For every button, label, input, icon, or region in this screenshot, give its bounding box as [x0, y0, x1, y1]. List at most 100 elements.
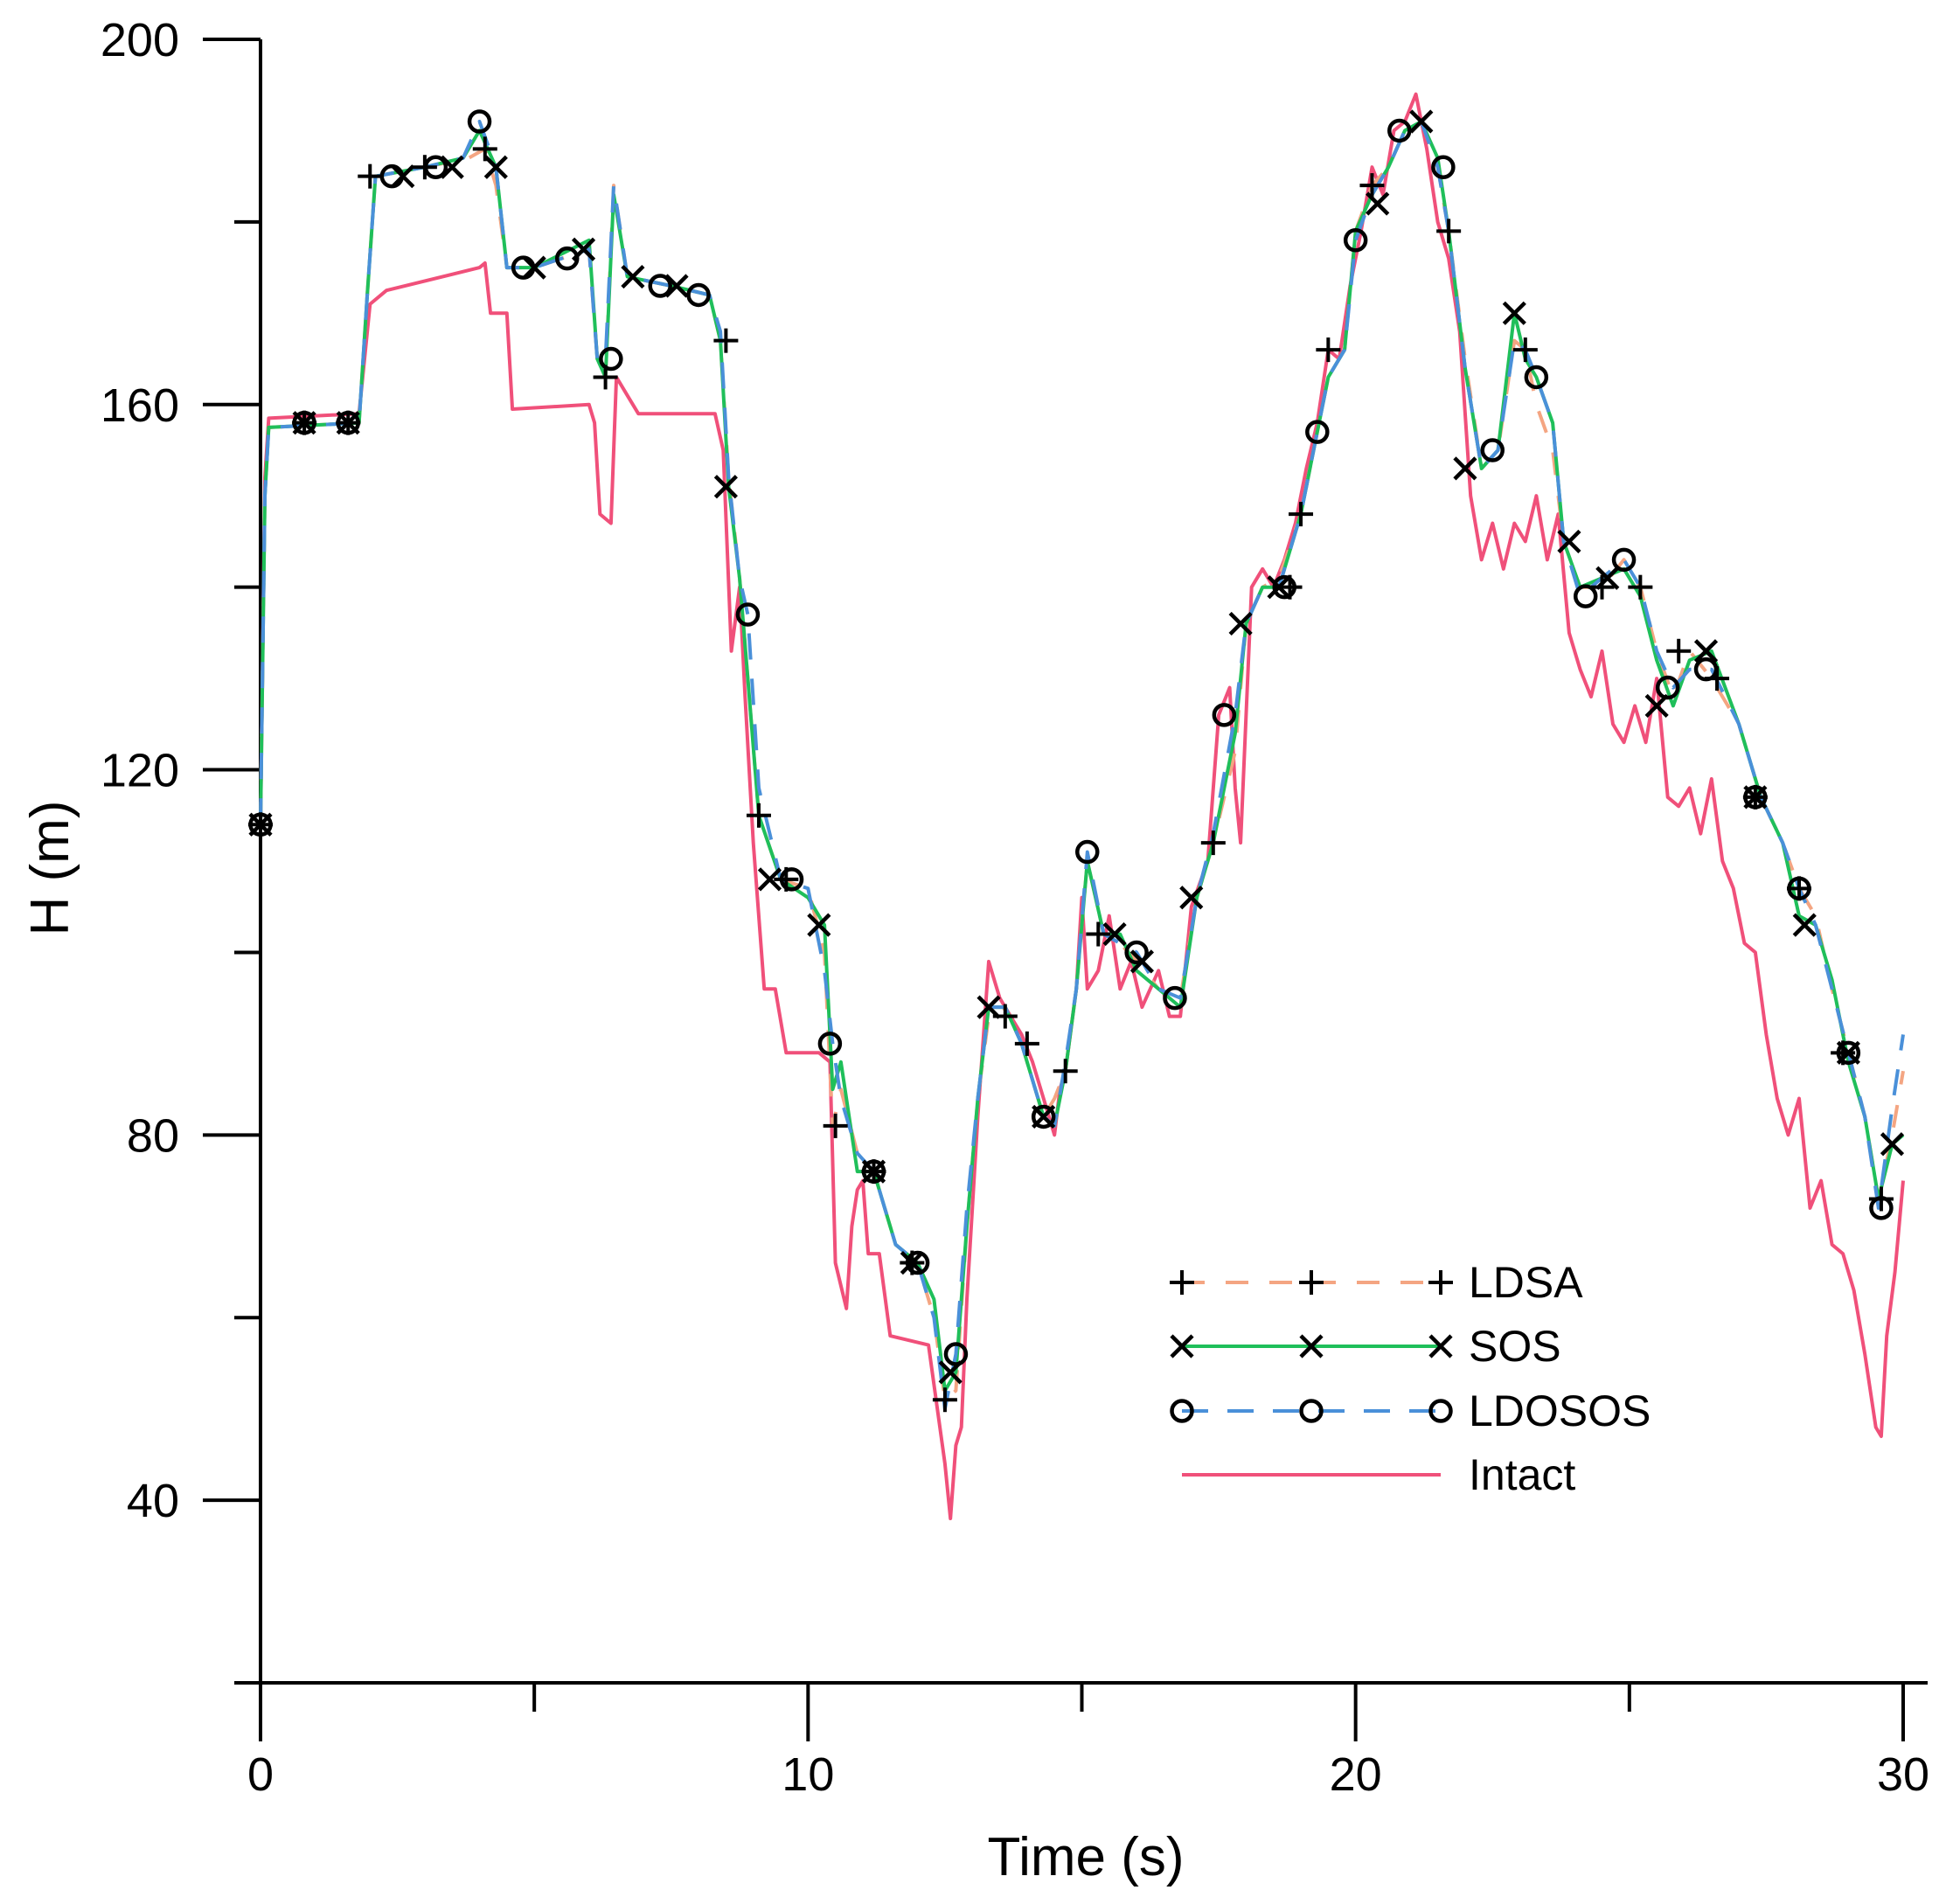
- y-tick-label: 200: [101, 14, 179, 66]
- legend-item-ldsa: LDSA: [1170, 1258, 1583, 1307]
- marker-ldosos: [511, 255, 536, 280]
- y-tick-label: 160: [101, 379, 179, 432]
- legend-label: Intact: [1469, 1450, 1575, 1499]
- x-tick-label: 10: [782, 1748, 834, 1801]
- legend: LDSA SOS LDOSOS Intact: [1170, 1258, 1651, 1499]
- marker-ldosos: [1611, 547, 1637, 573]
- marker-ldosos: [1031, 1104, 1056, 1129]
- legend-marker: [1299, 1270, 1324, 1295]
- marker-sos: [1595, 566, 1620, 590]
- marker-ldosos: [686, 282, 711, 308]
- y-axis-title: H (m): [20, 801, 80, 936]
- marker-ldsa: [932, 1387, 957, 1413]
- marker-ldosos: [779, 867, 804, 892]
- marker-ldosos: [1343, 228, 1368, 253]
- marker-sos: [1179, 886, 1204, 910]
- marker-ldsa: [1316, 337, 1341, 363]
- marker-ldsa: [746, 803, 771, 828]
- marker-ldosos: [1869, 1196, 1894, 1220]
- marker-ldosos: [861, 1159, 886, 1184]
- marker-sos: [1453, 456, 1477, 481]
- marker-ldosos: [379, 163, 405, 189]
- marker-ldosos: [1480, 438, 1505, 462]
- marker-ldosos: [1787, 876, 1811, 901]
- legend-item-intact: Intact: [1182, 1450, 1575, 1499]
- marker-ldosos: [467, 109, 492, 134]
- x-tick-label: 20: [1330, 1748, 1382, 1801]
- marker-ldsa: [1086, 921, 1111, 947]
- marker-ldsa: [1014, 1031, 1039, 1056]
- marker-ldsa: [1436, 219, 1462, 244]
- legend-label: LDSA: [1469, 1258, 1583, 1307]
- legend-marker: [1170, 1399, 1194, 1423]
- legend-marker: [1299, 1334, 1324, 1359]
- marker-sos: [976, 995, 1001, 1019]
- marker-ldsa: [472, 136, 497, 162]
- marker-ldosos: [336, 410, 360, 435]
- marker-ldosos: [599, 346, 623, 372]
- marker-sos: [900, 1250, 924, 1275]
- marker-ldosos: [423, 155, 448, 179]
- marker-sos: [1880, 1132, 1905, 1157]
- marker-ldsa: [713, 328, 739, 353]
- legend-marker: [1299, 1399, 1324, 1423]
- marker-sos: [757, 867, 782, 892]
- marker-ldosos: [905, 1250, 930, 1275]
- legend-label: SOS: [1469, 1322, 1561, 1371]
- marker-ldsa: [1200, 830, 1226, 856]
- marker-sos: [807, 913, 831, 937]
- marker-ldosos: [1124, 940, 1149, 965]
- marker-ldosos: [1573, 584, 1598, 608]
- marker-ldosos: [648, 274, 672, 298]
- y-tick-label: 40: [127, 1475, 179, 1527]
- marker-ldosos: [1655, 675, 1680, 700]
- marker-ldsa: [1628, 574, 1653, 600]
- marker-ldsa: [1512, 337, 1538, 363]
- marker-sos: [1102, 921, 1127, 947]
- x-tick-label: 30: [1877, 1748, 1929, 1801]
- marker-ldsa: [1289, 502, 1314, 527]
- marker-ldosos: [1272, 574, 1296, 600]
- marker-ldsa: [823, 1113, 848, 1138]
- marker-ldosos: [1431, 155, 1456, 179]
- marker-ldosos: [1743, 785, 1768, 810]
- marker-ldosos: [1305, 420, 1330, 444]
- marker-sos: [621, 264, 645, 289]
- marker-ldosos: [1387, 118, 1412, 143]
- series-line-intact: [259, 92, 1905, 1520]
- marker-ldosos: [292, 410, 316, 435]
- y-tick-label: 80: [127, 1109, 179, 1162]
- marker-ldosos: [554, 246, 580, 271]
- marker-ldosos: [1693, 657, 1719, 682]
- marker-ldsa: [358, 163, 383, 189]
- marker-sos: [483, 155, 508, 179]
- marker-ldosos: [817, 1032, 843, 1056]
- marker-ldosos: [1075, 839, 1100, 865]
- y-tick-label: 120: [101, 745, 179, 797]
- marker-ldosos: [943, 1342, 969, 1366]
- legend-marker: [1428, 1334, 1453, 1359]
- marker-ldosos: [735, 602, 761, 627]
- legend-marker: [1428, 1399, 1453, 1423]
- legend-marker: [1428, 1270, 1453, 1295]
- legend-label: LDOSOS: [1469, 1386, 1651, 1435]
- marker-ldosos: [1163, 985, 1187, 1011]
- legend-item-ldosos: LDOSOS: [1170, 1386, 1651, 1435]
- marker-sos: [1792, 913, 1817, 937]
- marker-sos: [1409, 109, 1434, 134]
- x-tick-label: 0: [247, 1748, 274, 1801]
- marker-sos: [1366, 191, 1390, 216]
- legend-marker: [1170, 1334, 1194, 1359]
- marker-sos: [1693, 639, 1719, 664]
- series-layer: [259, 92, 1905, 1520]
- marker-sos: [1228, 611, 1253, 636]
- legend-item-sos: SOS: [1170, 1322, 1561, 1371]
- marker-sos: [1267, 575, 1291, 600]
- marker-layer: [248, 109, 1905, 1413]
- marker-ldsa: [1589, 574, 1615, 600]
- marker-sos: [1557, 529, 1581, 554]
- marker-sos: [713, 475, 738, 499]
- marker-ldsa: [1053, 1059, 1078, 1084]
- legend-marker: [1170, 1270, 1194, 1295]
